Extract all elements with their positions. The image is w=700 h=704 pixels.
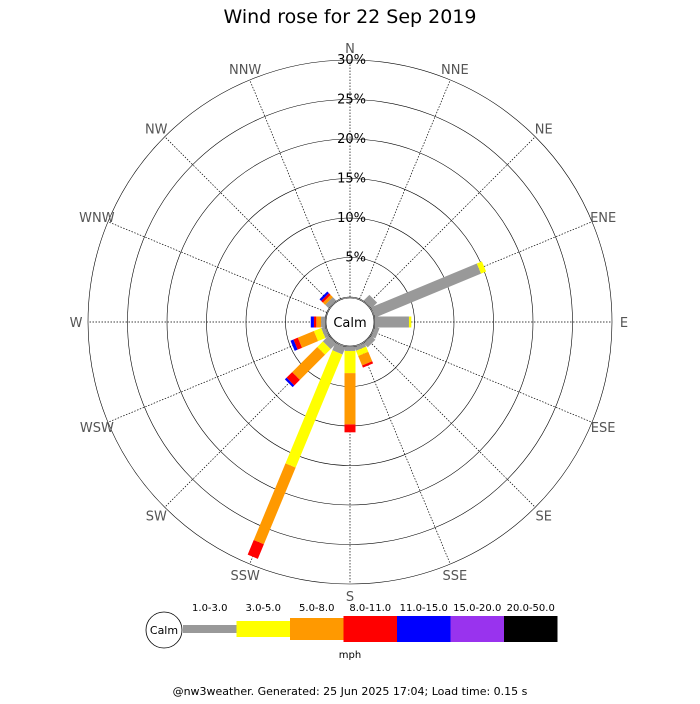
direction-label: WSW xyxy=(80,421,114,436)
direction-label: ESE xyxy=(591,421,616,436)
bar-segment xyxy=(325,297,337,309)
bar-segment xyxy=(286,372,300,386)
labels-layer: Calm 5% 10% 15% 20% 25% 30%N NNE NE ENE E ESE SE SSE S… xyxy=(70,42,629,605)
grid-spoke xyxy=(359,344,451,565)
legend-calm-label: Calm xyxy=(150,624,178,637)
bar-segment xyxy=(321,326,329,339)
legend-calm-circle xyxy=(145,611,183,649)
ring-label: 30% xyxy=(337,53,366,68)
bar-segment xyxy=(476,261,487,274)
ring-label: 10% xyxy=(337,211,366,226)
grid-spoke xyxy=(359,79,451,300)
legend-swatch xyxy=(397,616,451,642)
bar-segment xyxy=(354,343,367,351)
bar-segment xyxy=(362,361,374,368)
direction-label: E xyxy=(620,316,628,331)
grid-spoke xyxy=(164,136,333,305)
calm-label: Calm xyxy=(333,316,366,331)
legend-swatch xyxy=(504,616,558,642)
legend-swatch xyxy=(183,625,237,633)
direction-label: NNW xyxy=(229,63,261,78)
legend-label: 11.0-15.0 xyxy=(400,603,448,614)
direction-label: S xyxy=(346,590,354,605)
bar-segment xyxy=(317,341,331,355)
bar-segment xyxy=(319,291,329,301)
bar-segment xyxy=(322,294,333,305)
direction-label: SSE xyxy=(442,569,467,584)
bar-segment xyxy=(313,327,326,342)
direction-label: WNW xyxy=(79,211,115,226)
legend-units: mph xyxy=(339,650,361,661)
bar-segment xyxy=(293,337,303,350)
direction-label: NW xyxy=(145,122,168,137)
legend-label: 1.0-3.0 xyxy=(192,603,227,614)
grid-spoke xyxy=(249,79,341,300)
direction-label: W xyxy=(70,316,83,331)
footer-text: @nw3weather. Generated: 25 Jun 2025 17:0… xyxy=(173,685,528,698)
direction-label: NNE xyxy=(441,63,469,78)
bar-segment xyxy=(363,294,378,309)
ring-label: 20% xyxy=(337,132,366,147)
direction-label: SW xyxy=(146,510,167,525)
grid-spoke xyxy=(107,221,328,313)
bar-segment xyxy=(290,339,298,351)
chart-title: Wind rose for 22 Sep 2019 xyxy=(223,6,476,28)
bar-segment xyxy=(332,342,346,355)
bar-segment xyxy=(355,346,369,356)
grid-spoke xyxy=(107,331,328,423)
bar-segment xyxy=(358,351,373,366)
legend-swatch xyxy=(450,616,504,642)
bar-segment xyxy=(253,463,296,545)
ring-label: 15% xyxy=(337,172,366,187)
bar-segment xyxy=(322,335,337,350)
bar-segment xyxy=(284,377,295,388)
legend: Calm 1.0-3.0 3.0-5.0 5.0-8.0 8.0-11.0 11.0-15… xyxy=(145,603,558,661)
bar-segment xyxy=(370,263,482,318)
bar-segment xyxy=(285,350,343,468)
legend-label: 5.0-8.0 xyxy=(299,603,334,614)
bars-layer xyxy=(247,261,487,559)
grid-spoke xyxy=(367,339,536,508)
bar-segment xyxy=(371,326,380,339)
legend-swatch xyxy=(236,621,290,637)
direction-label: N xyxy=(345,42,355,57)
grid-ring xyxy=(166,138,534,506)
legend-label: 3.0-5.0 xyxy=(246,603,281,614)
grid-spoke xyxy=(367,136,536,305)
legend-label: 15.0-20.0 xyxy=(453,603,501,614)
bar-segment xyxy=(297,331,319,348)
grid-ring xyxy=(127,99,573,545)
grid-ring xyxy=(87,59,613,585)
bar-segment xyxy=(247,540,264,559)
legend-swatch xyxy=(343,616,397,642)
bar-segment xyxy=(363,335,376,348)
direction-label: SE xyxy=(536,510,552,525)
legend-label: 20.0-50.0 xyxy=(507,603,555,614)
calm-circle xyxy=(325,297,375,347)
bar-segment xyxy=(292,346,326,380)
legend-swatch xyxy=(290,618,344,640)
grid-spoke xyxy=(372,331,593,423)
direction-label: ENE xyxy=(590,211,616,226)
ring-label: 25% xyxy=(337,93,366,108)
ring-label: 5% xyxy=(345,251,366,266)
bar-segment xyxy=(321,293,331,303)
legend-label: 8.0-11.0 xyxy=(349,603,391,614)
direction-label: SSW xyxy=(230,569,260,584)
direction-label: NE xyxy=(535,122,553,137)
